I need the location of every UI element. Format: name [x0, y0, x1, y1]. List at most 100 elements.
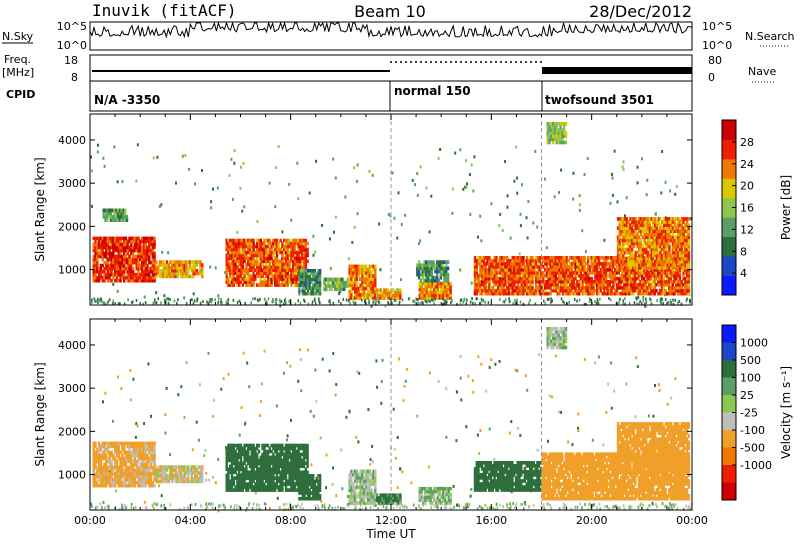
ground-cell: [264, 297, 266, 301]
echo-cell: [597, 271, 601, 275]
echo-cell: [114, 444, 117, 449]
echo-cell: [284, 241, 288, 246]
echo-cell: [614, 276, 617, 281]
echo-cell: [618, 220, 621, 224]
echo-cell: [337, 284, 340, 288]
echo-cell: [645, 265, 648, 270]
echo-cell: [103, 468, 106, 473]
echo-cell: [553, 122, 557, 126]
echo-cell: [685, 220, 689, 224]
echo-cell: [653, 279, 656, 284]
echo-cell: [245, 241, 248, 246]
ground-cell: [685, 299, 688, 303]
echo-cell: [621, 291, 624, 296]
scatter-cell: [238, 433, 241, 437]
echo-cell: [429, 290, 432, 295]
echo-cell: [155, 269, 158, 273]
echo-cell: [135, 272, 138, 277]
echo-cell: [315, 277, 318, 282]
echo-cell: [547, 256, 550, 260]
echo-cell: [105, 245, 108, 250]
echo-cell: [123, 257, 126, 262]
echo-cell: [442, 293, 445, 297]
echo-cell: [248, 259, 252, 264]
echo-cell: [579, 285, 583, 290]
echo-cell: [661, 232, 664, 237]
scatter-cell: [315, 399, 318, 403]
echo-cell: [612, 274, 615, 278]
echo-cell: [263, 280, 266, 284]
echo-cell: [657, 282, 660, 287]
echo-cell: [554, 274, 558, 278]
echo-cell: [386, 291, 390, 295]
echo-cell: [687, 223, 691, 227]
echo-cell: [420, 293, 423, 297]
echo-cell: [559, 134, 562, 139]
scatter-cell: [667, 300, 670, 304]
echo-cell: [687, 247, 691, 252]
echo-cell: [563, 288, 567, 293]
echo-cell: [482, 282, 486, 287]
echo-cell: [497, 276, 500, 281]
echo-cell: [673, 229, 676, 233]
echo-cell: [685, 241, 689, 246]
echo-cell: [259, 271, 262, 275]
echo-cell: [621, 274, 624, 278]
echo-region-12: [546, 122, 568, 145]
echo-cell: [303, 283, 306, 287]
echo-cell: [596, 274, 599, 278]
echo-cell: [554, 265, 558, 269]
echo-cell: [115, 480, 119, 485]
echo-cell: [348, 267, 351, 272]
scatter-cell: [437, 156, 440, 160]
echo-cell: [655, 259, 659, 264]
y-tick-label: 1000: [58, 264, 86, 277]
echo-cell: [261, 268, 264, 272]
echo-cell: [115, 239, 119, 244]
echo-cell: [439, 266, 442, 271]
echo-cell: [649, 276, 653, 281]
echo-cell: [96, 248, 99, 253]
echo-cell: [570, 291, 574, 296]
echo-cell: [645, 226, 648, 230]
echo-cell: [639, 259, 643, 264]
echo-cell: [538, 259, 541, 263]
echo-cell: [167, 263, 170, 267]
echo-cell: [114, 450, 117, 455]
echo-cell: [623, 223, 627, 227]
echo-cell: [662, 271, 665, 275]
echo-cell: [279, 271, 282, 275]
echo-cell: [257, 283, 261, 287]
scatter-cell: [689, 217, 692, 221]
echo-cell: [288, 238, 291, 243]
echo-cell: [622, 256, 625, 261]
echo-cell: [680, 235, 683, 240]
echo-cell: [445, 290, 449, 295]
echo-cell: [297, 280, 300, 284]
echo-cell: [187, 260, 190, 264]
echo-cell: [328, 287, 331, 292]
echo-cell: [128, 236, 131, 241]
echo-cell: [236, 271, 239, 275]
echo-cell: [312, 292, 315, 296]
echo-cell: [680, 223, 683, 227]
echo-cell: [542, 291, 545, 296]
echo-cell: [498, 268, 502, 272]
echo-cell: [684, 288, 687, 293]
echo-cell: [263, 238, 266, 243]
echo-cell: [440, 281, 443, 286]
echo-cell: [673, 247, 676, 252]
echo-cell: [425, 275, 428, 280]
echo-cell: [252, 277, 255, 281]
echo-cell: [498, 262, 502, 266]
echo-cell: [534, 279, 538, 284]
echo-cell: [648, 291, 651, 296]
echo-cell: [140, 257, 144, 262]
echo-cell: [185, 266, 188, 270]
echo-cell: [281, 253, 284, 258]
echo-cell: [630, 244, 634, 249]
echo-cell: [443, 269, 446, 274]
echo-cell: [687, 262, 691, 267]
echo-cell: [533, 271, 536, 275]
echo-cell: [671, 220, 675, 224]
